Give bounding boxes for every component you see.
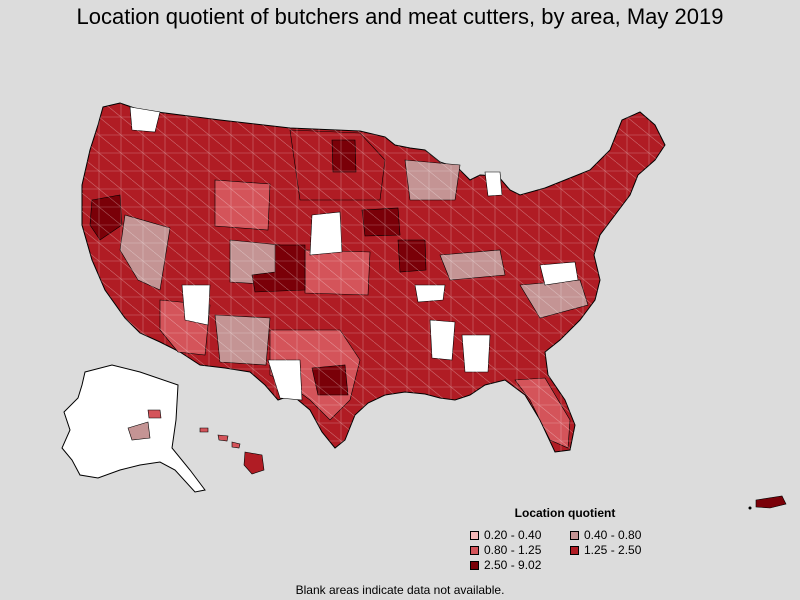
legend-item-1: 0.40 - 0.80 — [570, 528, 670, 542]
legend-item-0: 0.20 - 0.40 — [470, 528, 570, 542]
legend-items: 0.20 - 0.40 0.40 - 0.80 0.80 - 1.25 1.25… — [470, 528, 670, 572]
legend-item-4: 2.50 - 9.02 — [470, 558, 570, 572]
legend-swatch — [570, 545, 579, 555]
map-legend: Location quotient 0.20 - 0.40 0.40 - 0.8… — [470, 506, 670, 572]
map-title: Location quotient of butchers and meat c… — [76, 4, 724, 29]
legend-label: 0.40 - 0.80 — [584, 528, 642, 542]
legend-item-3: 1.25 - 2.50 — [570, 543, 670, 557]
virgin-islands — [748, 506, 752, 510]
legend-label: 0.80 - 1.25 — [484, 543, 542, 557]
legend-item-2: 0.80 - 1.25 — [470, 543, 570, 557]
legend-label: 0.20 - 0.40 — [484, 528, 542, 542]
legend-swatch — [470, 530, 479, 540]
alaska-small-region — [147, 409, 162, 419]
hawaii — [199, 427, 265, 475]
legend-label: 2.50 - 9.02 — [484, 558, 542, 572]
puerto-rico — [755, 495, 787, 509]
legend-label: 1.25 - 2.50 — [584, 543, 642, 557]
legend-swatch — [470, 560, 479, 570]
legend-title: Location quotient — [514, 506, 616, 520]
legend-swatch — [570, 530, 579, 540]
alaska-south-region — [127, 421, 151, 441]
footnote: Blank areas indicate data not available. — [295, 583, 505, 597]
legend-swatch — [470, 545, 479, 555]
